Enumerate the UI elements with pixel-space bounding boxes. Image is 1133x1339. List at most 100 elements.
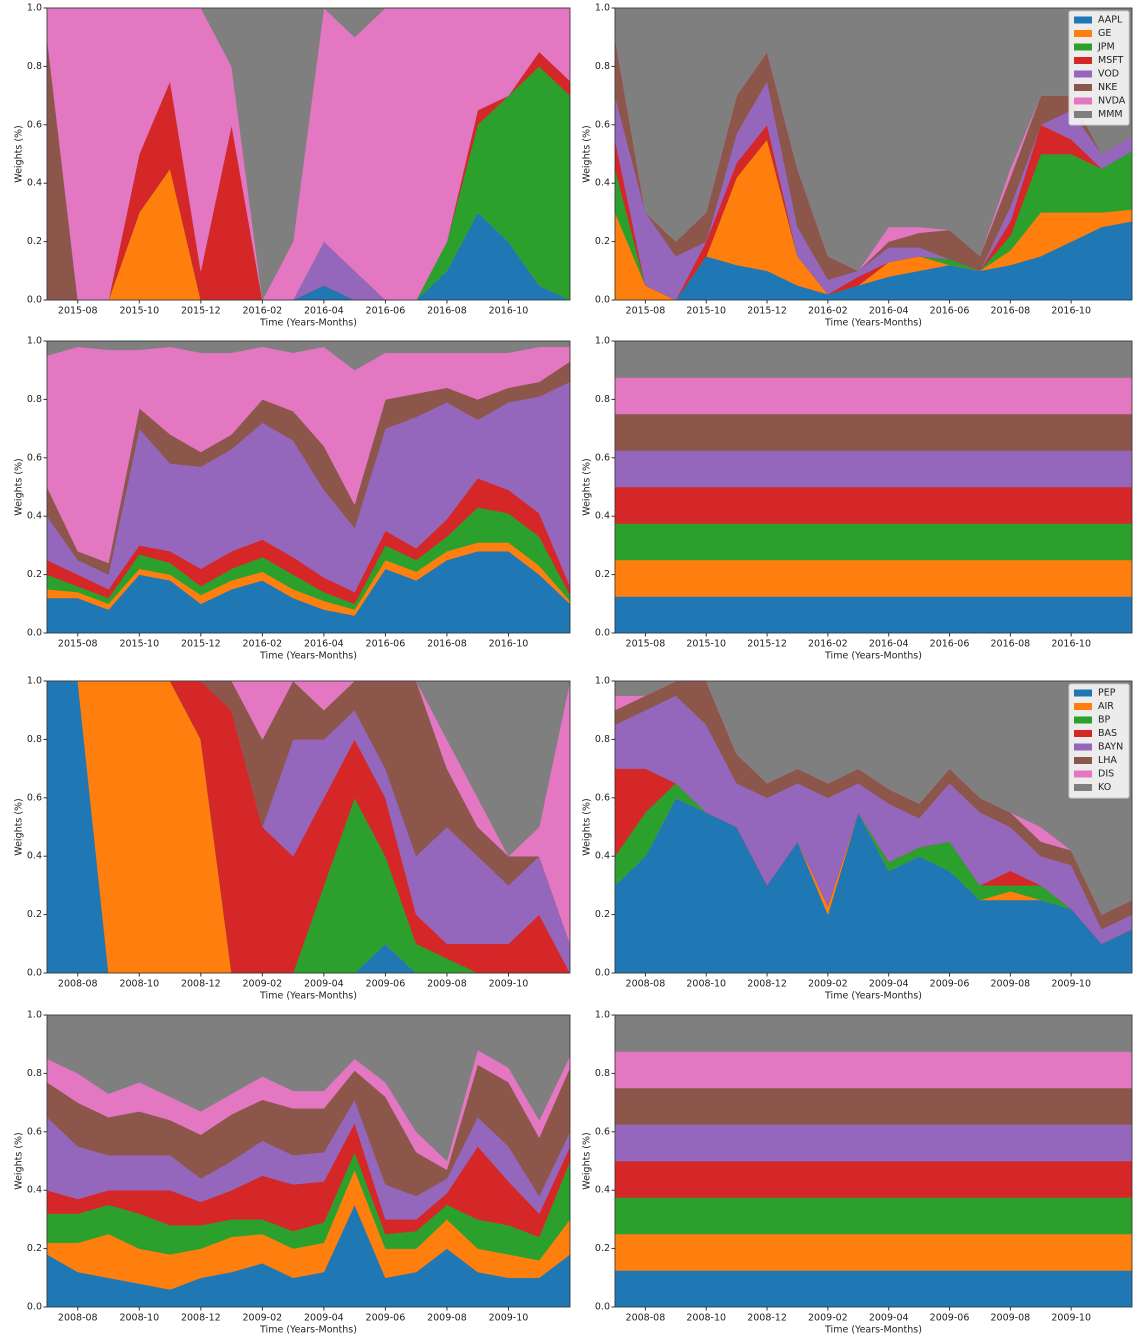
y-tick-label: 1.0: [27, 3, 42, 14]
x-tick-label: 2009-08: [991, 1313, 1031, 1324]
legend-swatch: [1074, 689, 1092, 697]
x-tick-label: 2016-02: [243, 639, 283, 650]
legend-swatch: [1074, 57, 1092, 64]
area: [614, 413, 1133, 451]
x-axis-label: Time (Years-Months): [259, 651, 357, 662]
x-tick-label: 2016-02: [243, 306, 283, 317]
x-tick-label: 2015-12: [747, 306, 787, 317]
y-tick-label: 0.2: [595, 1243, 610, 1254]
y-tick-label: 0.0: [27, 628, 42, 639]
y-tick-label: 1.0: [27, 1010, 42, 1021]
x-tick-label: 2009-06: [930, 979, 970, 990]
y-tick-label: 0.4: [27, 1185, 42, 1196]
x-tick-label: 2008-12: [181, 1313, 221, 1324]
y-tick-label: 0.8: [27, 734, 42, 745]
x-tick-label: 2009-02: [808, 979, 848, 990]
area: [614, 1014, 1133, 1052]
y-tick-label: 0.8: [27, 1068, 42, 1079]
axes-frame: [46, 340, 571, 634]
y-tick-label: 0.4: [595, 511, 610, 522]
legend: PEP AIR BP BAS BAYN LHA DIS KO: [1068, 683, 1130, 799]
area: [614, 523, 1133, 561]
plot-area: [46, 680, 571, 974]
y-tick-label: 0.2: [27, 236, 42, 247]
y-tick-label: 0.6: [595, 1126, 610, 1137]
y-tick-label: 0.8: [27, 394, 42, 405]
x-tick-label: 2016-08: [991, 639, 1031, 650]
area: [614, 377, 1133, 415]
x-tick-label: 2009-10: [489, 979, 529, 990]
y-tick-label: 0.6: [27, 792, 42, 803]
y-tick-label: 1.0: [595, 676, 610, 687]
legend-label: BAYN: [1098, 742, 1123, 753]
y-tick-label: 0.2: [595, 909, 610, 920]
y-axis-label: Weights (%): [14, 798, 25, 856]
y-tick-label: 0.6: [595, 452, 610, 463]
x-axis-label: Time (Years-Months): [259, 991, 357, 1002]
legend-label: DIS: [1098, 769, 1114, 780]
legend-label: PEP: [1098, 688, 1116, 699]
axes-frame: [614, 680, 1133, 974]
x-tick-label: 2016-08: [991, 306, 1031, 317]
x-tick-label: 2016-10: [489, 639, 529, 650]
area: [614, 559, 1133, 597]
area: [614, 1233, 1133, 1271]
x-tick-label: 2008-10: [686, 979, 726, 990]
area: [614, 1270, 1133, 1308]
legend-swatch: [1074, 730, 1092, 737]
axes-frame: [46, 680, 571, 974]
x-tick-label: 2009-02: [243, 1313, 283, 1324]
x-tick-label: 2016-06: [366, 639, 406, 650]
x-tick-label: 2015-10: [119, 306, 159, 317]
legend-swatch: [1074, 703, 1092, 710]
x-tick-label: 2015-10: [119, 639, 159, 650]
x-tick-label: 2016-10: [489, 306, 529, 317]
area: [614, 596, 1133, 634]
x-tick-label: 2008-12: [181, 979, 221, 990]
x-tick-label: 2008-08: [626, 1313, 666, 1324]
x-tick-label: 2009-10: [1051, 979, 1091, 990]
x-tick-label: 2016-06: [930, 306, 970, 317]
y-tick-label: 1.0: [595, 1010, 610, 1021]
y-tick-label: 0.6: [27, 119, 42, 130]
legend: AAPL GE JPM MSFT VOD NKE NVDA MMM: [1068, 10, 1130, 126]
plot-area: [614, 680, 1133, 974]
x-tick-label: 2016-02: [808, 306, 848, 317]
x-axis-label: Time (Years-Months): [259, 318, 357, 329]
x-tick-label: 2009-06: [366, 1313, 406, 1324]
x-axis-label: Time (Years-Months): [824, 318, 922, 329]
legend-swatch: [1074, 16, 1092, 24]
axes-frame: [614, 340, 1133, 634]
x-tick-label: 2016-08: [427, 639, 467, 650]
legend-swatch: [1074, 43, 1092, 51]
x-tick-label: 2009-08: [427, 979, 467, 990]
x-tick-label: 2009-02: [243, 979, 283, 990]
area: [614, 1197, 1133, 1235]
x-tick-label: 2009-10: [489, 1313, 529, 1324]
area: [614, 1087, 1133, 1125]
x-tick-label: 2008-10: [119, 979, 159, 990]
x-tick-label: 2016-10: [1051, 306, 1091, 317]
legend-label: GE: [1098, 28, 1111, 39]
x-tick-label: 2008-10: [119, 1313, 159, 1324]
legend-label: NKE: [1098, 82, 1117, 93]
legend-label: JPM: [1097, 42, 1115, 53]
plot-area: [614, 1014, 1133, 1308]
legend-label: LHA: [1098, 755, 1117, 766]
legend-swatch: [1074, 716, 1092, 724]
area: [614, 1051, 1133, 1089]
y-tick-label: 0.8: [595, 61, 610, 72]
y-tick-label: 0.2: [595, 236, 610, 247]
legend-swatch: [1074, 743, 1092, 751]
legend-swatch: [1074, 784, 1092, 791]
x-axis-label: Time (Years-Months): [259, 1325, 357, 1336]
legend-label: MSFT: [1098, 55, 1124, 66]
x-tick-label: 2016-08: [427, 306, 467, 317]
x-tick-label: 2016-06: [930, 639, 970, 650]
x-tick-label: 2009-10: [1051, 1313, 1091, 1324]
y-tick-label: 0.4: [27, 178, 42, 189]
legend-swatch: [1074, 770, 1092, 778]
x-tick-label: 2009-08: [427, 1313, 467, 1324]
legend-swatch: [1074, 70, 1092, 78]
x-tick-label: 2009-06: [930, 1313, 970, 1324]
